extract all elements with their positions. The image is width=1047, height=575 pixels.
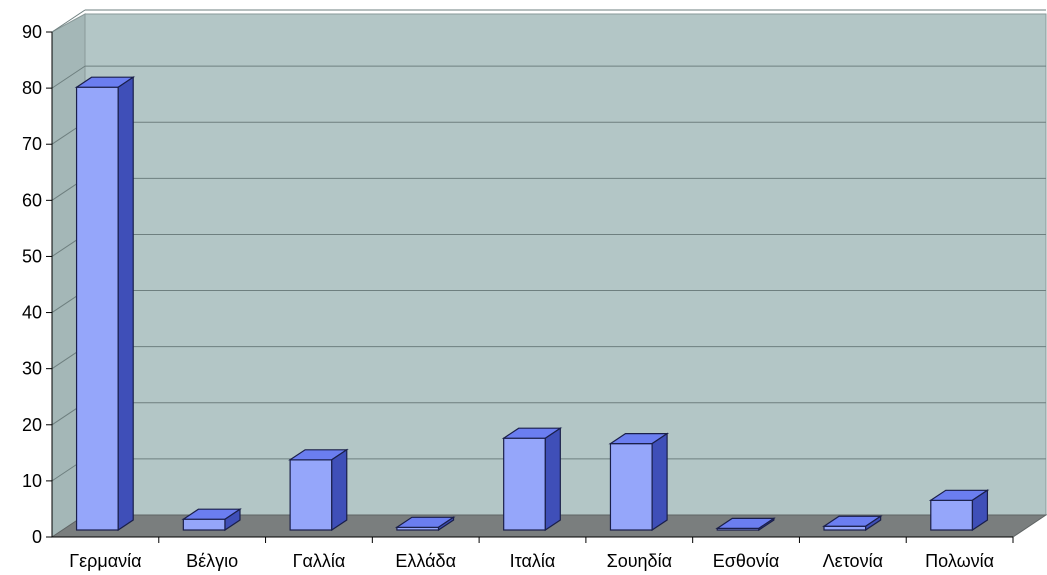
axes [46, 31, 1014, 543]
y-tick-label: 40 [22, 303, 42, 323]
bar-side [651, 432, 668, 532]
x-category-label: Εσθονία [713, 551, 780, 571]
gridline-side [51, 9, 86, 33]
y-tick-label: 80 [22, 78, 42, 98]
bar-side [971, 489, 989, 532]
x-category-label: Βέλγιο [186, 551, 238, 571]
bar [715, 517, 776, 532]
y-tick-label: 10 [22, 471, 42, 491]
gridline-side [51, 65, 86, 89]
bar-front [609, 443, 653, 531]
x-category-label: Ιταλία [510, 551, 556, 571]
bar [74, 76, 136, 532]
bar [288, 448, 349, 532]
bar-front [503, 437, 546, 531]
bar-side [117, 76, 134, 532]
bar-side [865, 515, 882, 532]
x-category-labels: Γερμανία Βέλγιο Γαλλία Ελλάδα Ιταλία Σουηδία Ε… [69, 551, 994, 571]
y-tick-label: 60 [22, 190, 42, 210]
x-category-label: Σουηδία [607, 551, 672, 571]
x-category-label: Λετονία [823, 551, 883, 571]
bar [928, 489, 990, 532]
bars [74, 76, 990, 532]
bar-side [224, 508, 241, 532]
bar [501, 427, 563, 532]
bar-front [75, 86, 119, 531]
y-tick-label: 70 [22, 134, 42, 154]
gridlines [51, 9, 1046, 482]
x-category-label: Ελλάδα [395, 551, 456, 571]
x-category-label: Πολωνία [925, 551, 994, 571]
bar-side [331, 448, 348, 532]
bar [181, 508, 242, 532]
bar [394, 516, 456, 532]
y-tick-label: 0 [32, 527, 42, 547]
bar-side [758, 517, 775, 532]
bar [822, 515, 883, 532]
bar-front [182, 518, 226, 531]
y-tick-label: 30 [22, 359, 42, 379]
y-tick-label: 50 [22, 246, 42, 266]
bar-side [437, 516, 455, 532]
back-wall [84, 13, 1047, 516]
y-tick-label: 20 [22, 415, 42, 435]
bar [608, 432, 670, 532]
bar-side [544, 427, 561, 532]
bar-front [930, 499, 974, 531]
x-category-label: Γαλλία [293, 551, 346, 571]
y-tick-labels: 0 10 20 30 40 50 60 70 80 90 [22, 22, 42, 547]
y-tick-label: 90 [22, 22, 42, 42]
x-category-label: Γερμανία [69, 551, 141, 571]
bar-front [289, 459, 333, 531]
